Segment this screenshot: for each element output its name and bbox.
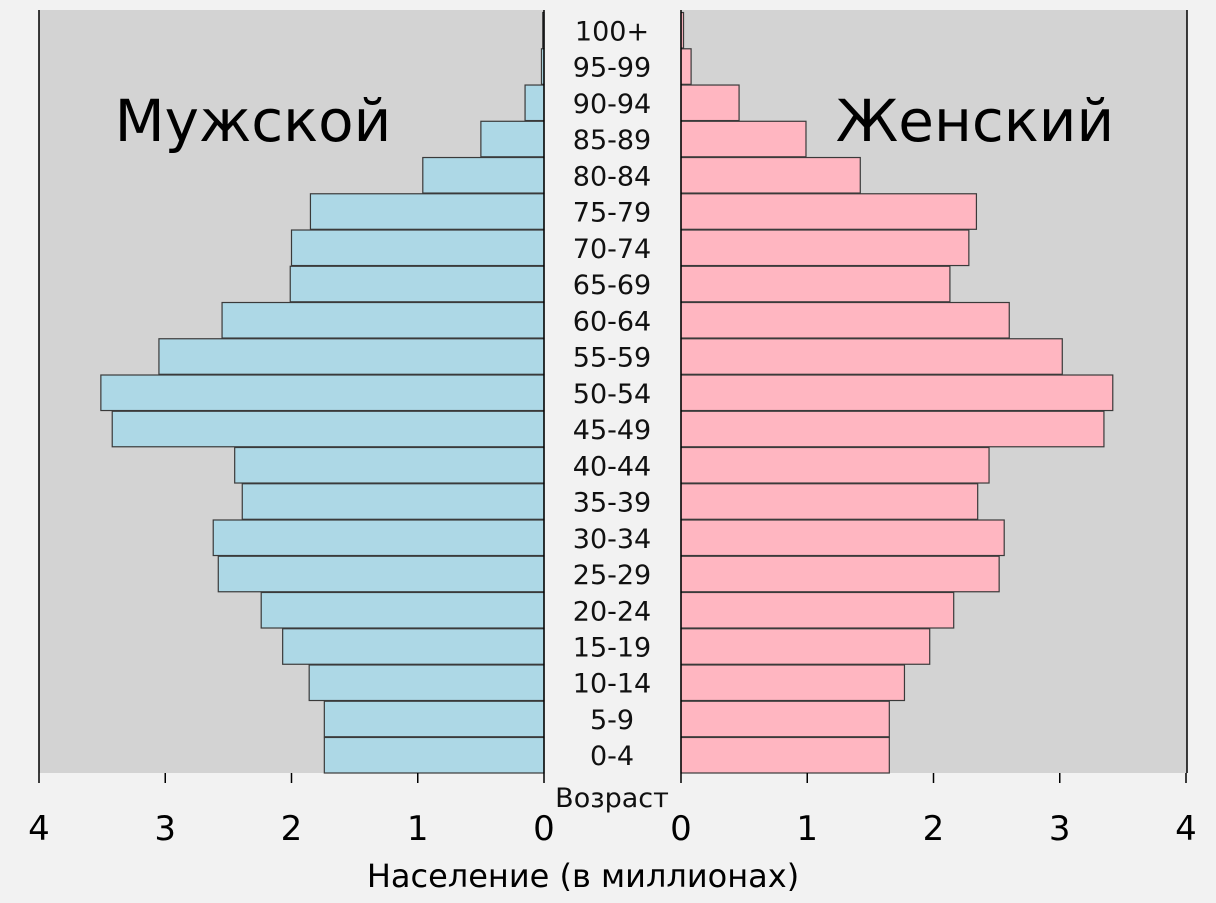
male-bar-35-39 xyxy=(242,484,544,520)
male-bar-40-44 xyxy=(235,448,544,484)
male-bar-20-24 xyxy=(261,592,544,628)
age-label-50-54: 50-54 xyxy=(573,379,651,410)
female-bar-10-14 xyxy=(681,665,904,701)
female-bar-70-74 xyxy=(681,230,969,266)
age-label-90-94: 90-94 xyxy=(573,89,651,120)
age-label-45-49: 45-49 xyxy=(573,415,651,446)
female-bar-5-9 xyxy=(681,701,889,737)
female-bar-80-84 xyxy=(681,158,860,194)
right-tick-label-2: 2 xyxy=(923,809,945,849)
age-label-70-74: 70-74 xyxy=(573,234,651,265)
age-label-95-99: 95-99 xyxy=(573,53,651,84)
male-bar-65-69 xyxy=(290,266,544,302)
female-bar-35-39 xyxy=(681,484,978,520)
left-tick-label-4: 4 xyxy=(28,809,50,849)
male-bar-60-64 xyxy=(222,303,544,339)
male-bar-50-54 xyxy=(101,375,544,411)
male-bar-45-49 xyxy=(112,411,544,447)
age-label-80-84: 80-84 xyxy=(573,161,651,192)
male-bar-85-89 xyxy=(481,121,544,157)
age-label-5-9: 5-9 xyxy=(590,705,634,736)
age-label-55-59: 55-59 xyxy=(573,343,651,374)
age-label-100+: 100+ xyxy=(575,16,649,47)
age-label-10-14: 10-14 xyxy=(573,669,651,700)
male-bar-30-34 xyxy=(213,520,544,556)
age-label-15-19: 15-19 xyxy=(573,632,651,663)
age-label-25-29: 25-29 xyxy=(573,560,651,591)
age-label-0-4: 0-4 xyxy=(590,741,634,772)
right-tick-label-3: 3 xyxy=(1049,809,1071,849)
male-bar-80-84 xyxy=(423,158,544,194)
x-axis-label: Население (в миллионах) xyxy=(367,857,799,895)
female-bar-85-89 xyxy=(681,121,806,157)
male-series-label: Мужской xyxy=(115,87,392,155)
male-bar-15-19 xyxy=(283,629,544,665)
left-tick-label-3: 3 xyxy=(154,809,176,849)
female-series-label: Женский xyxy=(836,87,1114,155)
left-tick-label-0: 0 xyxy=(533,809,555,849)
female-bar-75-79 xyxy=(681,194,976,230)
female-bar-45-49 xyxy=(681,411,1104,447)
female-bar-40-44 xyxy=(681,448,989,484)
age-label-75-79: 75-79 xyxy=(573,198,651,229)
male-bar-10-14 xyxy=(309,665,544,701)
male-bar-25-29 xyxy=(218,556,544,592)
female-bar-95-99 xyxy=(681,49,691,85)
age-label-60-64: 60-64 xyxy=(573,306,651,337)
male-bar-90-94 xyxy=(525,85,544,121)
female-bar-30-34 xyxy=(681,520,1004,556)
right-tick-label-1: 1 xyxy=(796,809,818,849)
male-bar-0-4 xyxy=(324,737,544,773)
age-label-35-39: 35-39 xyxy=(573,488,651,519)
right-tick-label-0: 0 xyxy=(670,809,692,849)
female-bar-60-64 xyxy=(681,303,1009,339)
female-bar-15-19 xyxy=(681,629,930,665)
female-bar-20-24 xyxy=(681,592,954,628)
male-bar-75-79 xyxy=(310,194,544,230)
left-tick-label-1: 1 xyxy=(407,809,429,849)
age-label-85-89: 85-89 xyxy=(573,125,651,156)
female-bar-25-29 xyxy=(681,556,999,592)
male-bar-55-59 xyxy=(159,339,544,375)
male-bar-5-9 xyxy=(324,701,544,737)
female-bar-0-4 xyxy=(681,737,889,773)
female-bar-65-69 xyxy=(681,266,950,302)
right-tick-label-4: 4 xyxy=(1175,809,1197,849)
age-label-65-69: 65-69 xyxy=(573,270,651,301)
female-bar-55-59 xyxy=(681,339,1062,375)
age-label-40-44: 40-44 xyxy=(573,451,651,482)
center-axis-title: Возраст xyxy=(555,783,669,814)
age-label-20-24: 20-24 xyxy=(573,596,651,627)
female-bar-50-54 xyxy=(681,375,1113,411)
male-bar-70-74 xyxy=(292,230,545,266)
age-label-30-34: 30-34 xyxy=(573,524,651,555)
age-group-labels: 0-4 5-9 10-14 15-19 20-24 25-29 30-34 35-39 40-4… xyxy=(573,16,651,772)
left-tick-label-2: 2 xyxy=(281,809,303,849)
female-bar-90-94 xyxy=(681,85,739,121)
